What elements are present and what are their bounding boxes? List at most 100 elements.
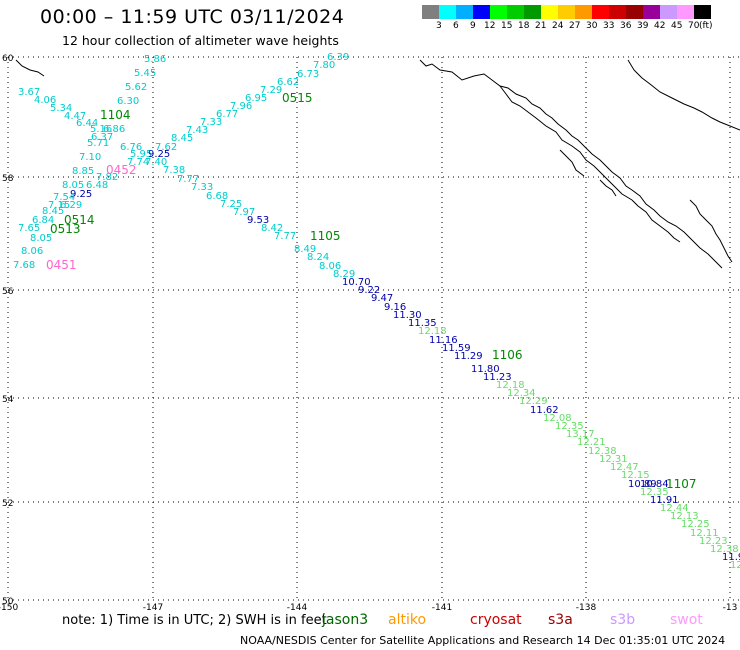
legend-label: 21 (535, 21, 547, 31)
wave-height-value: 12.15 (621, 470, 650, 481)
wave-height-value: 8.42 (261, 223, 283, 234)
wave-height-value: 11.80 (471, 364, 500, 375)
legend-label: 42 (654, 21, 666, 31)
wave-height-value: 9.22 (358, 285, 380, 296)
wave-height-value: 12.31 (599, 454, 628, 465)
legend-label: 6 (453, 21, 459, 31)
wave-height-value: 12.38 (710, 544, 739, 555)
legend-swatch (507, 5, 524, 19)
wave-height-value: 6.62 (277, 77, 299, 88)
legend-label: 70 (688, 21, 700, 31)
legend-label: 15 (501, 21, 513, 31)
wave-height-value: 7.80 (313, 60, 335, 71)
wave-height-value: 12.23 (699, 536, 728, 547)
wave-height-value: 12.08 (543, 413, 572, 424)
wave-height-value: 5.45 (134, 68, 156, 79)
legend-swatch (660, 5, 677, 19)
wave-height-value: 6.77 (216, 109, 238, 120)
pass-time-label: 0515 (282, 91, 313, 105)
wave-height-value: 5.86 (144, 54, 166, 65)
wave-height-value: 11.59 (442, 343, 471, 354)
lat-label: 54 (2, 395, 14, 405)
wave-height-value: 12.38 (588, 446, 617, 457)
legend-swatch (592, 5, 609, 19)
pass-time-label: 1106 (492, 348, 523, 362)
wave-height-value: 8.29 (333, 269, 355, 280)
wave-height-value: 7.38 (163, 165, 185, 176)
legend-label: 39 (637, 21, 649, 31)
legend-swatch (626, 5, 643, 19)
legend-swatch (677, 5, 694, 19)
wave-height-value: 8.05 (30, 233, 52, 244)
credit-line: NOAA/NESDIS Center for Satellite Applica… (240, 634, 726, 647)
mission-swot: swot (670, 612, 703, 628)
wave-height-value: 6.30 (117, 96, 139, 107)
wave-height-value: 6.37 (91, 132, 113, 143)
wave-height-value: 6.95 (245, 93, 267, 104)
wave-height-value: 9.16 (384, 302, 406, 313)
pass-time-label: 0451 (46, 258, 77, 272)
wave-height-value: 12.25 (681, 519, 710, 530)
mission-s3a: s3a (548, 612, 573, 628)
wave-height-value: 7.29 (260, 85, 282, 96)
lat-label: 50 (2, 597, 14, 607)
wave-height-value: 7.74 (127, 157, 149, 168)
altimeter-tracks: 3.674.065.344.476.445.166.866.375.71 6.76… (13, 52, 740, 571)
wave-height-value: 7.10 (79, 152, 101, 163)
wave-height-value: 11.29 (454, 351, 483, 362)
lon-label: -13 (723, 603, 738, 613)
wave-height-value: 8.45 (171, 133, 193, 144)
wave-height-value: 11.23 (483, 372, 512, 383)
legend-swatch (422, 5, 439, 19)
lat-label: 58 (2, 174, 14, 184)
wave-height-value: 7.33 (200, 117, 222, 128)
wave-height-value: 6.76 (120, 142, 142, 153)
wave-height-value: 8.49 (294, 244, 316, 255)
wave-height-value: 7.15 (48, 200, 70, 211)
wave-height-value: 10.70 (342, 277, 371, 288)
legend-swatch (643, 5, 660, 19)
wave-height-value: 12 (730, 560, 740, 571)
footer-note: note: 1) Time is in UTC; 2) SWH is in fe… (62, 613, 327, 628)
legend-label: 12 (484, 21, 496, 31)
pass-time-label: 0514 (64, 213, 95, 227)
pass-time-label: 0452 (106, 163, 137, 177)
wave-height-value: 7.65 (18, 223, 40, 234)
wave-height-value: 11.30 (393, 310, 422, 321)
page-title: 00:00 – 11:59 UTC 03/11/2024 (40, 6, 345, 28)
mission-s3b: s3b (610, 612, 636, 628)
color-legend-labels: 3 6 9 12 15 18 21 24 27 30 33 36 39 42 45 70 (ft) (422, 21, 740, 35)
mission-cryosat: cryosat (470, 612, 522, 628)
color-legend (422, 5, 711, 19)
wave-height-value: 12.13 (670, 511, 699, 522)
wave-height-value: 8.06 (319, 261, 341, 272)
wave-height-value: 11.35 (408, 318, 437, 329)
legend-label: 45 (671, 21, 683, 31)
legend-swatch (609, 5, 626, 19)
wave-height-value: 7.54 (53, 192, 75, 203)
wave-height-value: 7.82 (96, 172, 118, 183)
wave-height-value: 8.05 (62, 180, 84, 191)
pass-time-label: 0513 (50, 222, 81, 236)
wave-height-value: 6.39 (327, 52, 349, 63)
wave-height-value: 12.29 (519, 396, 548, 407)
wave-height-value: 7.25 (220, 199, 242, 210)
wave-height-value: 7.62 (155, 142, 177, 153)
graticule: 60 58 56 54 52 50-150 -147 -144 -141 -138 -13 (0, 54, 740, 613)
lon-label: -141 (432, 603, 452, 613)
wave-height-value: 12.44 (660, 503, 689, 514)
legend-label: 36 (620, 21, 632, 31)
wave-height-value: 7.40 (145, 157, 167, 168)
wave-height-value: 7.43 (186, 125, 208, 136)
wave-height-value: 5.16 (90, 124, 112, 135)
wave-height-value: 3.67 (18, 87, 40, 98)
wave-height-value: 6.48 (86, 180, 108, 191)
wave-height-value: 6.84 (32, 215, 54, 226)
legend-label: 24 (552, 21, 564, 31)
mission-altiko: altiko (388, 612, 427, 628)
wave-height-value: 8.06 (21, 246, 43, 257)
legend-swatch (490, 5, 507, 19)
legend-swatch (694, 5, 711, 19)
wave-height-value: 12.21 (577, 437, 606, 448)
